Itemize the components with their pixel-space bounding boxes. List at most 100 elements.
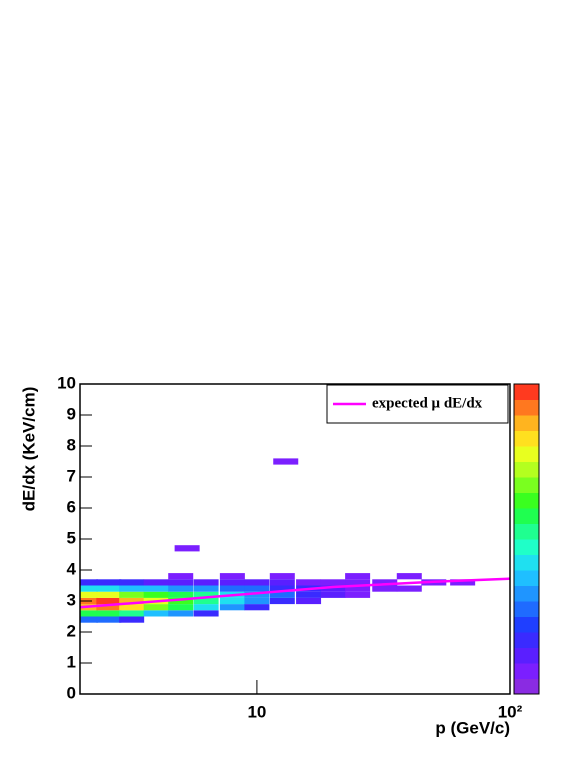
heatmap-cell xyxy=(345,573,371,580)
heatmap-cell xyxy=(269,573,295,580)
heatmap-cell xyxy=(193,597,219,605)
x-tick-label: 10 xyxy=(247,702,266,721)
heatmap-cell xyxy=(96,597,122,605)
heatmap-cell xyxy=(96,585,122,592)
palette-swatch xyxy=(514,616,539,633)
heatmap-cell xyxy=(168,610,194,617)
heatmap-cell xyxy=(244,604,270,611)
palette-swatch xyxy=(514,647,539,664)
heatmap-cell xyxy=(119,616,145,623)
heatmap-cell xyxy=(119,591,145,598)
palette-swatch xyxy=(514,430,539,447)
heatmap-cell xyxy=(80,591,98,598)
heatmap-cell xyxy=(219,573,245,580)
heatmap-cell xyxy=(244,597,270,605)
heatmap-cell xyxy=(193,591,219,598)
heatmap-cell xyxy=(193,585,219,592)
y-tick-label: 1 xyxy=(67,652,76,671)
heatmap-cell xyxy=(168,597,194,605)
heatmap-cell xyxy=(269,585,295,592)
heatmap-cell xyxy=(244,591,270,598)
palette-swatch xyxy=(514,399,539,416)
heatmap-cell xyxy=(269,591,295,598)
heatmap-cell xyxy=(396,573,422,580)
heatmap-cell xyxy=(143,585,169,592)
x-tick-label: 10² xyxy=(498,702,523,721)
heatmap-cell xyxy=(345,585,371,592)
y-tick-label: 4 xyxy=(67,559,77,578)
palette-swatch xyxy=(514,492,539,509)
heatmap-cell xyxy=(193,579,219,586)
heatmap-cell xyxy=(168,585,194,592)
palette-swatch xyxy=(514,508,539,524)
palette-swatch xyxy=(514,632,539,648)
palette-swatch xyxy=(514,585,539,602)
heatmap-cell xyxy=(193,604,219,611)
y-tick-label: 6 xyxy=(67,497,76,516)
heatmap-cell xyxy=(372,585,398,592)
heatmap-cell xyxy=(143,591,169,598)
palette-swatch xyxy=(514,523,539,540)
heatmap-cell xyxy=(296,597,322,605)
palette-frame xyxy=(513,383,540,695)
heatmap-cell xyxy=(372,579,398,586)
heatmap-cell xyxy=(219,585,245,592)
heatmap-cell xyxy=(168,573,194,580)
heatmap-cell xyxy=(96,579,122,586)
palette-swatch xyxy=(514,384,539,400)
heatmap-cell xyxy=(168,591,194,598)
y-tick-label: 8 xyxy=(67,435,76,454)
expected-line xyxy=(79,577,511,609)
palette-swatch xyxy=(514,601,539,617)
palette-swatch xyxy=(514,415,539,431)
heatmap-cell xyxy=(219,597,245,605)
heatmap-cell xyxy=(80,616,98,623)
y-tick-label: 3 xyxy=(67,590,76,609)
heatmap-cell xyxy=(119,604,145,611)
heatmap-cell xyxy=(320,579,346,586)
heatmap-cell xyxy=(219,579,245,586)
y-tick-label: 9 xyxy=(67,404,76,423)
heatmap-cell xyxy=(80,610,98,617)
palette-swatch xyxy=(514,570,539,586)
heatmap-cell xyxy=(450,579,476,586)
heatmap-cell xyxy=(269,597,295,605)
heatmap-cell xyxy=(119,597,145,605)
heatmap-cell xyxy=(80,585,98,592)
y-tick-label: 10 xyxy=(57,373,76,392)
heatmap-cell xyxy=(244,585,270,592)
heatmap-cell xyxy=(143,579,169,586)
heatmap-cell xyxy=(174,545,200,552)
palette-swatch xyxy=(514,554,539,571)
heatmap-cell xyxy=(168,579,194,586)
heatmap-cell xyxy=(396,585,422,592)
heatmap-cell xyxy=(80,579,98,586)
y-tick-label: 7 xyxy=(67,466,76,485)
palette-swatch xyxy=(514,446,539,462)
heatmap-cell xyxy=(273,458,299,465)
heatmap-cell xyxy=(296,579,322,586)
palette-swatch xyxy=(514,461,539,478)
y-tick-label: 2 xyxy=(67,621,76,640)
heatmap-cell xyxy=(219,604,245,611)
heatmap-cell xyxy=(96,604,122,611)
heatmap-cell xyxy=(168,604,194,611)
heatmap-cell xyxy=(244,579,270,586)
heatmap-cell xyxy=(320,585,346,592)
heatmap-cell xyxy=(143,610,169,617)
heatmap-cell xyxy=(269,579,295,586)
heatmap-cell xyxy=(193,610,219,617)
heatmap-cell xyxy=(345,579,371,586)
palette-swatch xyxy=(514,477,539,493)
x-axis-title: p (GeV/c) xyxy=(435,718,510,737)
heatmap-cell xyxy=(320,591,346,598)
heatmap-cell xyxy=(296,591,322,598)
heatmap-cell xyxy=(96,610,122,617)
palette-swatch xyxy=(514,539,539,555)
heatmap-cell xyxy=(119,585,145,592)
heatmap-cell xyxy=(345,591,371,598)
y-tick-label: 0 xyxy=(67,683,76,702)
heatmap-cell xyxy=(96,616,122,623)
